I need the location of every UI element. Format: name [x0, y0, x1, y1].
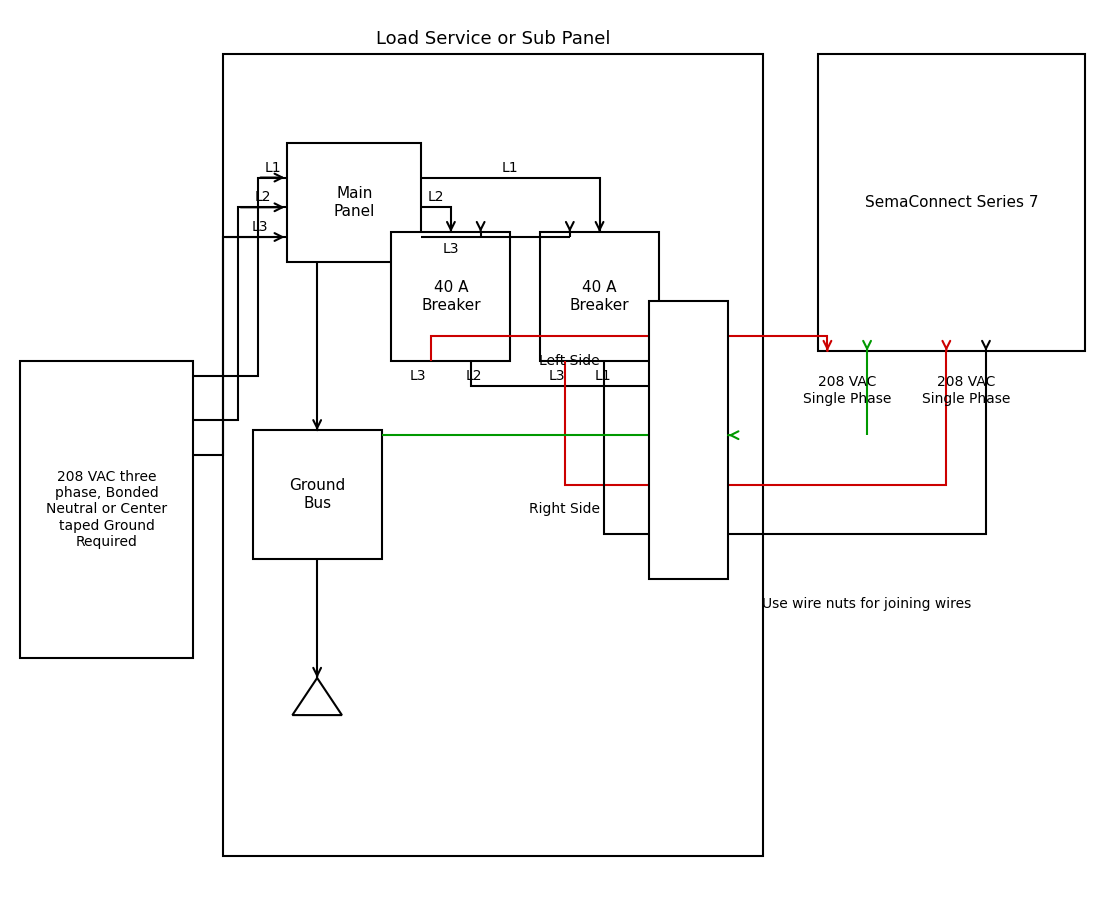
Circle shape — [667, 463, 711, 507]
Text: SemaConnect Series 7: SemaConnect Series 7 — [865, 195, 1038, 210]
Bar — [649, 301, 728, 579]
Text: L2: L2 — [465, 369, 482, 383]
Text: L1: L1 — [502, 161, 519, 175]
Text: 208 VAC
Single Phase: 208 VAC Single Phase — [922, 376, 1010, 406]
Text: Load Service or Sub Panel: Load Service or Sub Panel — [376, 30, 610, 48]
Text: L3: L3 — [252, 220, 268, 234]
Bar — [20, 361, 194, 658]
Bar — [223, 54, 763, 856]
Circle shape — [667, 413, 711, 457]
Text: Left Side: Left Side — [539, 354, 600, 368]
Circle shape — [667, 364, 711, 408]
Text: L3: L3 — [409, 369, 426, 383]
Bar — [287, 143, 421, 262]
Text: 208 VAC three
phase, Bonded
Neutral or Center
taped Ground
Required: 208 VAC three phase, Bonded Neutral or C… — [46, 470, 167, 549]
Text: Main
Panel: Main Panel — [333, 187, 375, 218]
Text: Right Side: Right Side — [528, 502, 600, 517]
Text: 208 VAC
Single Phase: 208 VAC Single Phase — [803, 376, 891, 406]
Text: L1: L1 — [595, 369, 612, 383]
Text: L3: L3 — [442, 242, 459, 256]
Circle shape — [667, 314, 711, 358]
Bar — [540, 232, 659, 361]
Text: L3: L3 — [549, 369, 565, 383]
Bar — [253, 430, 382, 559]
Bar — [392, 232, 510, 361]
Text: Use wire nuts for joining wires: Use wire nuts for joining wires — [762, 597, 971, 611]
Text: Ground
Bus: Ground Bus — [289, 479, 345, 511]
Text: 40 A
Breaker: 40 A Breaker — [570, 280, 629, 313]
Text: L2: L2 — [254, 190, 271, 205]
Text: 40 A
Breaker: 40 A Breaker — [421, 280, 481, 313]
Text: L1: L1 — [264, 161, 280, 175]
Circle shape — [667, 512, 711, 556]
Bar — [817, 54, 1085, 351]
Text: L2: L2 — [428, 190, 444, 205]
